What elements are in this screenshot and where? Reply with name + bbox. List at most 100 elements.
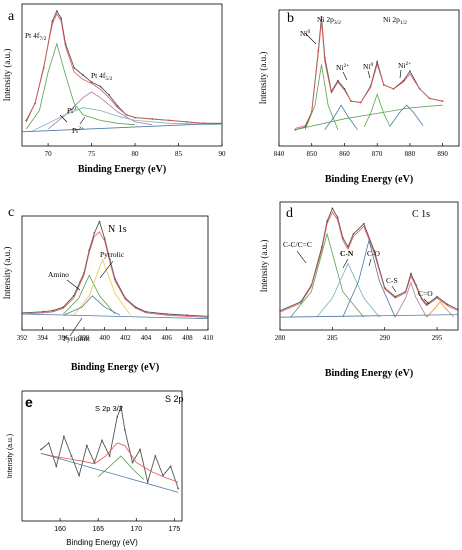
series-fit-1 [40,442,179,483]
data-point [320,15,323,18]
y-axis-label: Intensity (a.u.) [2,49,12,102]
peak-annotation: Ni 2p1/2 [383,15,407,26]
x-tick-label: 890 [437,150,448,158]
series-raw-0 [279,207,459,312]
panel-letter: a [8,9,15,24]
data-point [63,435,65,438]
x-tick-label: 90 [219,150,227,158]
peak-annotation: Amino [48,270,69,279]
data-point [331,207,334,210]
peak-annotation: Pt0 [67,106,76,115]
chart-panel-a: 70 75 80 85 90 Binding Energy (eV) Intensity (… [2,3,227,175]
data-point [93,232,96,235]
series-component-4 [30,107,223,133]
data-point [139,448,142,451]
annotation-pointer [342,71,348,81]
panel-title: S 2p [165,394,184,404]
panel-letter: e [25,394,33,410]
series-component-5 [389,104,424,126]
plot-frame [278,9,460,147]
data-point [186,314,189,317]
data-point [41,310,44,313]
data-point [145,310,147,313]
y-axis-label: Intensity (a.u.) [2,247,12,300]
annotation-pointer [296,250,307,264]
peak-annotation: Ni 2p3/2 [317,15,341,26]
data-point [376,60,379,63]
data-point [51,20,54,22]
data-point [82,74,84,76]
data-point [47,442,50,444]
peak-annotation: C-S [386,276,398,285]
y-axis-label: Intensity (a.u.) [7,434,14,478]
y-axis-label: Intensity (a.u.) [258,52,268,105]
series-component-3 [324,104,358,130]
peak-annotation: Ni2+ [398,61,411,70]
series-component-2 [63,274,116,315]
data-point [78,474,80,477]
panel-title: N 1s [108,224,127,235]
x-tick-label: 85 [175,150,183,158]
series-raw-0 [21,220,209,317]
peak-annotation: Pyridinic [63,334,91,343]
annotation-pointer [368,258,372,267]
plot-frame [21,3,223,147]
data-point [90,81,93,83]
peak-annotation: C-O [367,249,381,258]
series-fit-1 [25,13,222,124]
plot-frame [279,201,459,331]
x-axis-label: Binding Energy (eV) [78,164,166,175]
series-component-5 [394,281,427,318]
x-tick-label: 880 [405,150,416,158]
plot-frame [21,215,209,331]
series-baseline-7 [279,314,459,318]
x-tick-label: 280 [275,334,286,342]
series-component-2 [304,64,339,130]
x-tick-label: 285 [327,334,338,342]
chart-panel-b: 840 850 860 870 880 890 Binding Energy (eV) Int… [258,9,460,185]
data-point [279,309,281,312]
series-baseline-6 [295,104,443,131]
data-point [436,295,438,298]
series-raw-0 [25,10,222,124]
series-component-6 [426,301,455,318]
annotation-pointer [79,116,86,125]
annotation-pointer [304,32,317,45]
peak-annotation: C-C/C=C [283,240,312,249]
annotation-pointer [367,70,371,79]
series-component-4 [363,93,391,128]
data-point [98,220,101,223]
data-point [116,416,119,418]
data-point [336,216,339,219]
data-point [352,233,355,235]
x-tick-label: 75 [88,150,96,158]
annotation-pointer [423,298,430,305]
chart-panel-e: 160 165 170 175 Binding Energy (eV) Intensity… [7,390,184,547]
data-point [101,439,103,442]
data-point [55,10,58,13]
data-point [55,465,58,468]
annotation-pointer [59,114,68,123]
peak-annotation: Pt 4f5/2 [91,71,113,82]
peak-annotation: Ni0 [300,29,311,38]
data-point [326,220,328,223]
chart-panel-d: 280 285 290 295 Binding Energy (eV) Intensity… [259,201,459,379]
x-tick-label: 160 [54,526,66,533]
y-axis-label: Intensity (a.u.) [259,240,269,293]
data-point [40,448,42,451]
x-tick-label: 410 [203,334,214,342]
x-tick-label: 408 [182,334,193,342]
peak-annotation: S 2p 3/2 [95,404,123,413]
annotation-pointer [342,258,349,269]
data-point [99,85,102,88]
x-tick-label: 396 [58,334,69,342]
series-raw-0 [295,16,443,131]
series-component-2 [290,232,365,318]
data-point [70,455,73,457]
x-tick-label: 404 [141,334,152,342]
x-tick-label: 170 [130,526,142,533]
chart-panel-c: 392 394 396 398 400 402 404 406 408 410 Binding En… [2,205,214,373]
data-point [131,461,134,464]
x-axis-label: Binding Energy (eV) [325,368,413,379]
data-point [103,237,106,240]
